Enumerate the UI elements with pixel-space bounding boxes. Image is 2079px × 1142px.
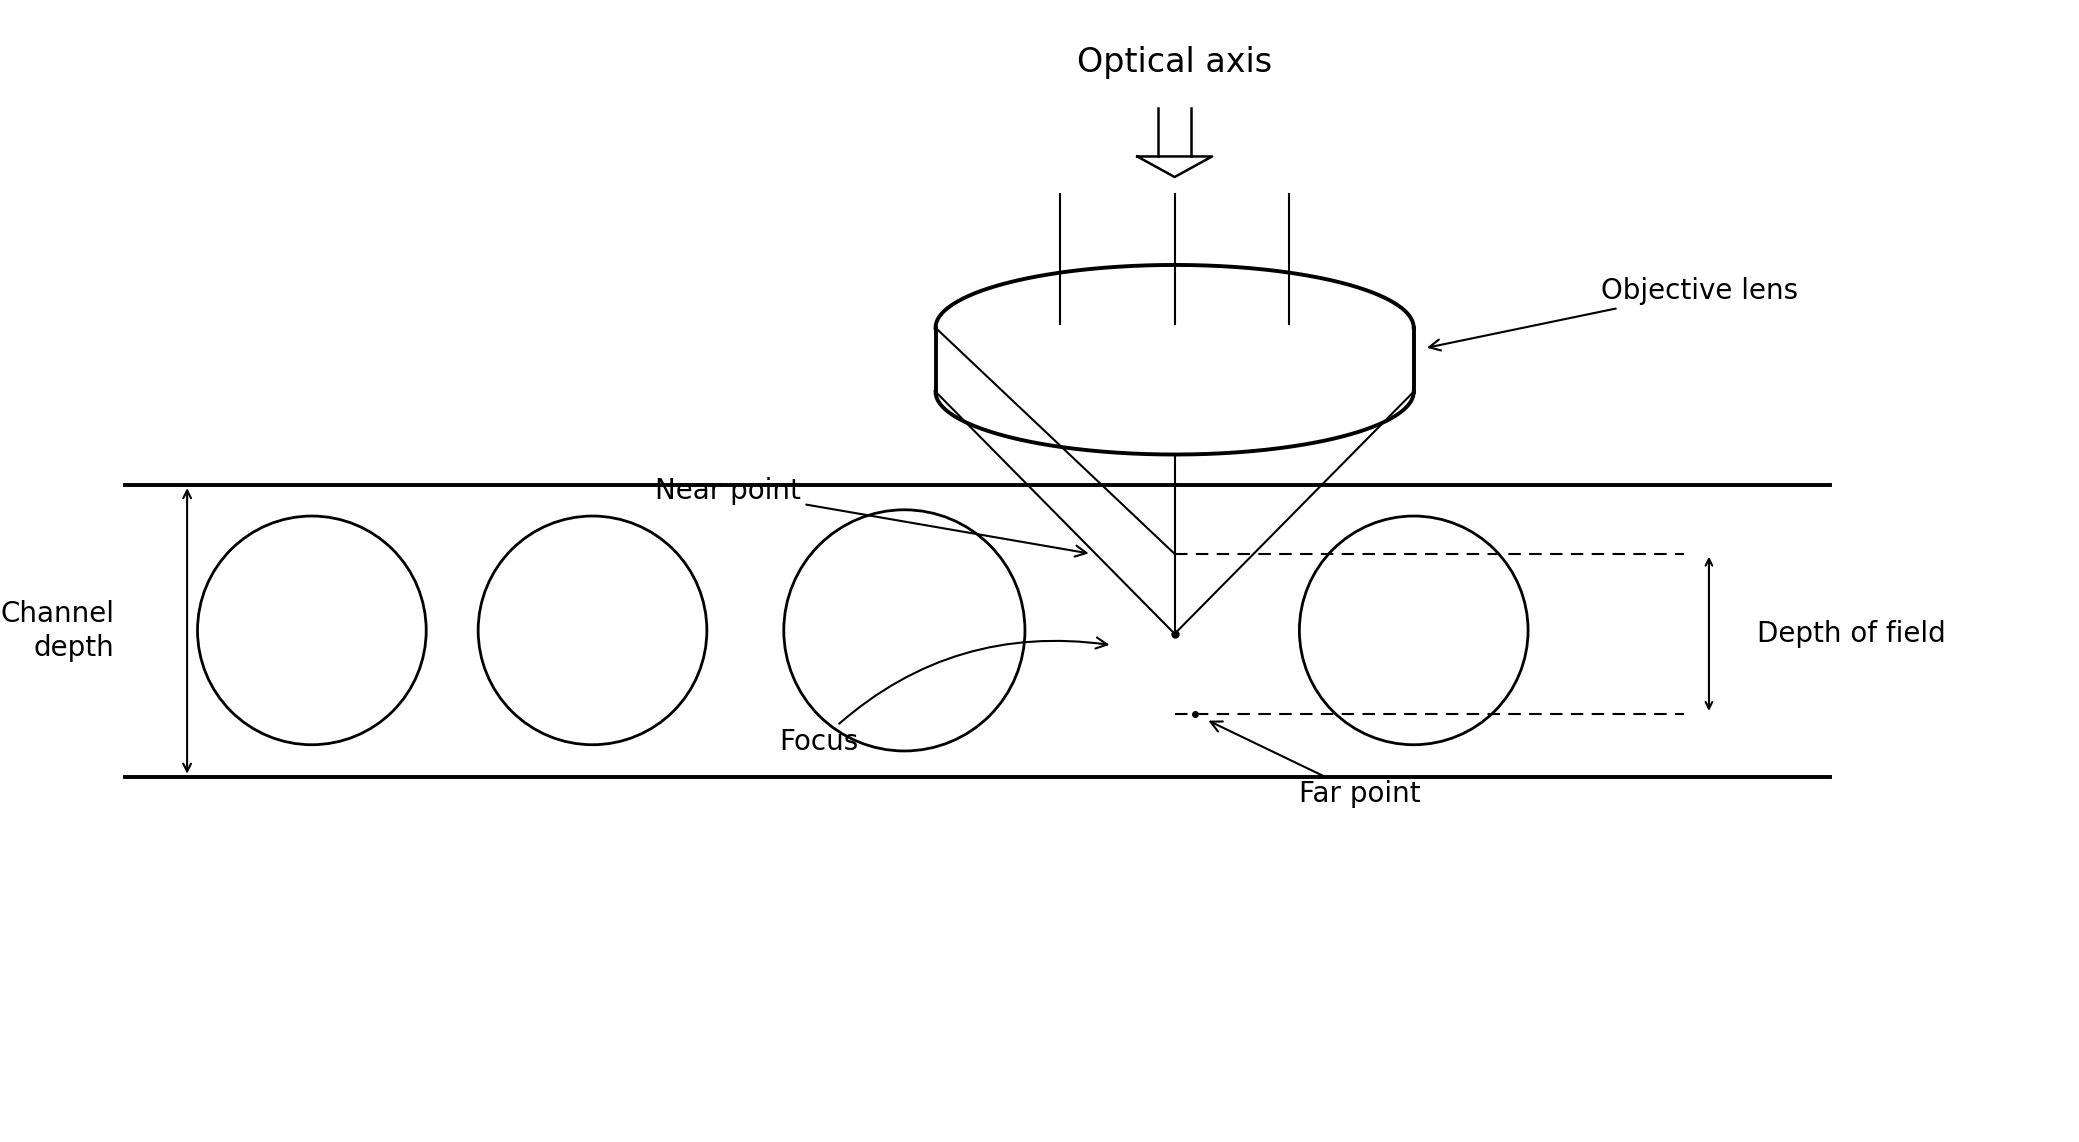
Text: Focus: Focus: [780, 637, 1108, 756]
Text: Depth of field: Depth of field: [1757, 620, 1946, 648]
Text: Optical axis: Optical axis: [1077, 47, 1272, 79]
Text: Near point: Near point: [655, 477, 1087, 556]
Text: Channel
depth: Channel depth: [0, 600, 114, 662]
Text: Far point: Far point: [1210, 722, 1422, 807]
Text: Objective lens: Objective lens: [1428, 278, 1798, 351]
